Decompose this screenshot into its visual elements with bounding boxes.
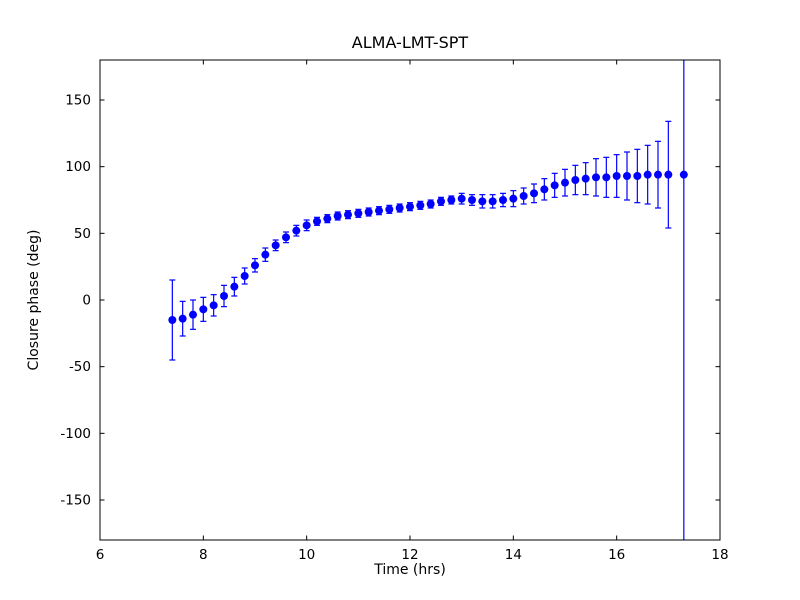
x-tick-label: 8 bbox=[199, 547, 208, 563]
data-point bbox=[447, 196, 456, 204]
data-point bbox=[540, 185, 549, 194]
x-tick-label: 10 bbox=[298, 547, 315, 563]
data-point bbox=[395, 204, 404, 212]
data-point bbox=[488, 197, 497, 206]
markers bbox=[168, 170, 688, 324]
data-point bbox=[561, 178, 569, 187]
data-point bbox=[654, 170, 662, 179]
data-point bbox=[633, 172, 642, 180]
x-tick-label: 18 bbox=[711, 547, 728, 563]
data-point bbox=[302, 221, 311, 230]
data-point bbox=[168, 316, 177, 324]
data-point bbox=[592, 173, 600, 182]
x-axis-label: Time (hrs) bbox=[373, 562, 446, 578]
data-point bbox=[282, 233, 290, 242]
data-point bbox=[292, 226, 301, 235]
data-point bbox=[261, 250, 270, 259]
x-tick-label: 6 bbox=[96, 547, 105, 563]
y-tick-label: 50 bbox=[74, 226, 91, 242]
data-point bbox=[623, 172, 631, 180]
data-point bbox=[679, 170, 688, 179]
data-point bbox=[364, 208, 373, 216]
data-point bbox=[375, 206, 383, 215]
data-point bbox=[189, 310, 197, 319]
y-tick-label: -100 bbox=[60, 426, 91, 442]
data-point bbox=[426, 200, 435, 208]
data-point bbox=[571, 176, 580, 184]
data-point bbox=[643, 170, 652, 179]
data-point bbox=[478, 197, 487, 206]
data-point bbox=[344, 210, 352, 219]
y-tick-label: 150 bbox=[65, 93, 91, 109]
data-point bbox=[612, 172, 621, 180]
data-point bbox=[499, 196, 507, 204]
y-tick-label: 100 bbox=[65, 159, 91, 175]
data-point bbox=[230, 282, 239, 291]
data-point bbox=[581, 174, 590, 183]
data-point bbox=[664, 170, 673, 179]
data-point bbox=[251, 261, 259, 270]
x-ticks bbox=[99, 60, 721, 540]
data-point bbox=[313, 217, 321, 226]
chart-title: ALMA-LMT-SPT bbox=[352, 33, 469, 52]
data-point bbox=[240, 272, 249, 280]
y-ticks bbox=[100, 99, 720, 501]
y-tick-label: -50 bbox=[69, 359, 91, 375]
x-tick-labels: 6 8 10 12 14 16 18 bbox=[96, 547, 729, 563]
data-point bbox=[519, 192, 528, 200]
data-point bbox=[209, 301, 218, 310]
data-point bbox=[602, 173, 611, 182]
data-point bbox=[271, 241, 280, 250]
data-point bbox=[199, 305, 208, 314]
y-tick-label: -150 bbox=[60, 493, 91, 509]
data-point bbox=[530, 189, 538, 198]
data-point bbox=[550, 181, 559, 190]
x-tick-label: 14 bbox=[505, 547, 522, 563]
data-point bbox=[457, 194, 466, 203]
x-tick-label: 16 bbox=[608, 547, 625, 563]
x-tick-label: 12 bbox=[401, 547, 418, 563]
data-point bbox=[509, 194, 518, 203]
data-point bbox=[385, 205, 394, 214]
data-point bbox=[416, 201, 425, 210]
data-point bbox=[333, 212, 342, 220]
data-point bbox=[220, 292, 228, 300]
data-point bbox=[354, 209, 363, 218]
data-point bbox=[437, 197, 445, 206]
data-point bbox=[178, 314, 187, 323]
y-tick-label: 0 bbox=[82, 293, 91, 309]
data-point bbox=[468, 196, 476, 204]
data-point bbox=[406, 202, 414, 211]
y-tick-labels: -150 -100 -50 0 50 100 150 bbox=[60, 93, 91, 509]
y-axis-label: Closure phase (deg) bbox=[26, 230, 42, 371]
error-bars bbox=[169, 60, 685, 540]
data-point bbox=[323, 214, 332, 223]
